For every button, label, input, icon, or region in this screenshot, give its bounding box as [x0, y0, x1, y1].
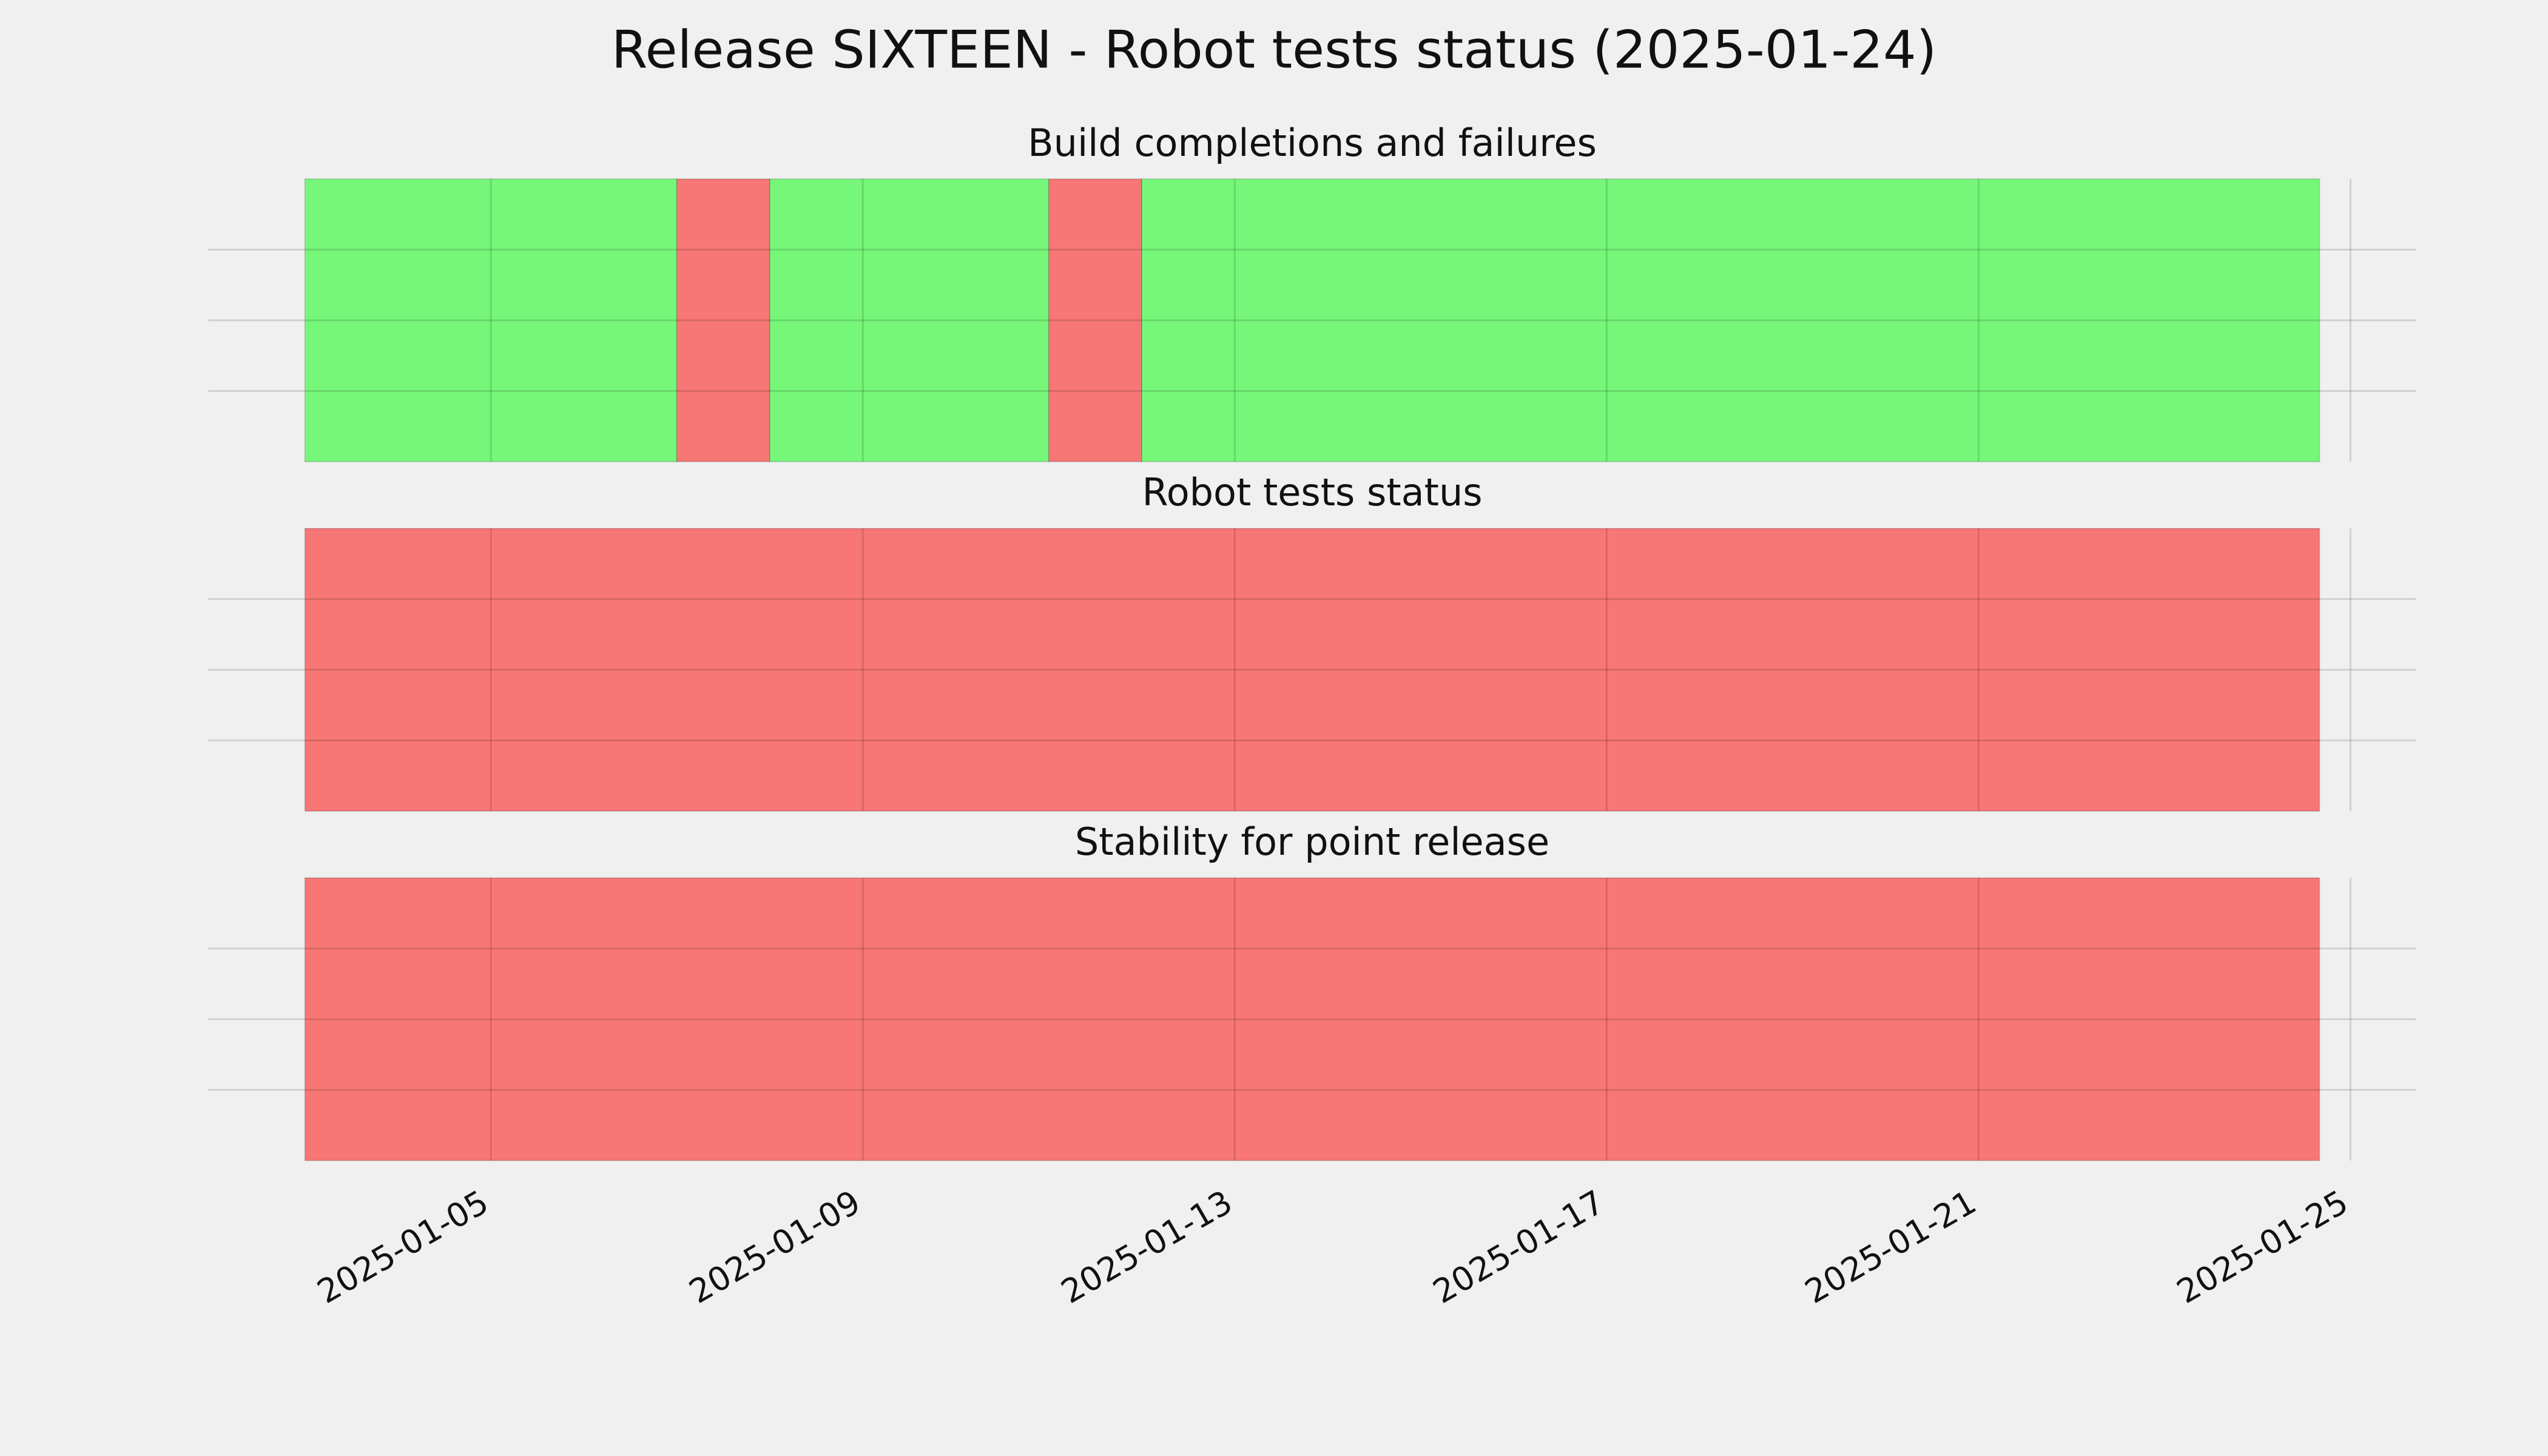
status-segment [1141, 178, 2320, 462]
x-tick-label: 2025-01-25 [2171, 1183, 2354, 1311]
x-tick-label: 2025-01-17 [1427, 1183, 1611, 1311]
x-tick-label: 2025-01-05 [311, 1183, 494, 1311]
status-segment [304, 528, 2320, 812]
status-segment [304, 877, 2320, 1161]
status-segment [1048, 178, 1143, 462]
x-tick-label: 2025-01-09 [682, 1183, 866, 1311]
status-segment [304, 178, 678, 462]
x-tick-label: 2025-01-21 [1799, 1183, 1983, 1311]
panel-title: Build completions and failures [1028, 121, 1597, 165]
chart-title: Release SIXTEEN - Robot tests status (20… [612, 19, 1937, 80]
panel-title: Stability for point release [1075, 820, 1549, 864]
status-segment [676, 178, 770, 462]
panel-title: Robot tests status [1142, 470, 1482, 514]
status-segment [769, 178, 1050, 462]
x-tick-label: 2025-01-13 [1054, 1183, 1238, 1311]
